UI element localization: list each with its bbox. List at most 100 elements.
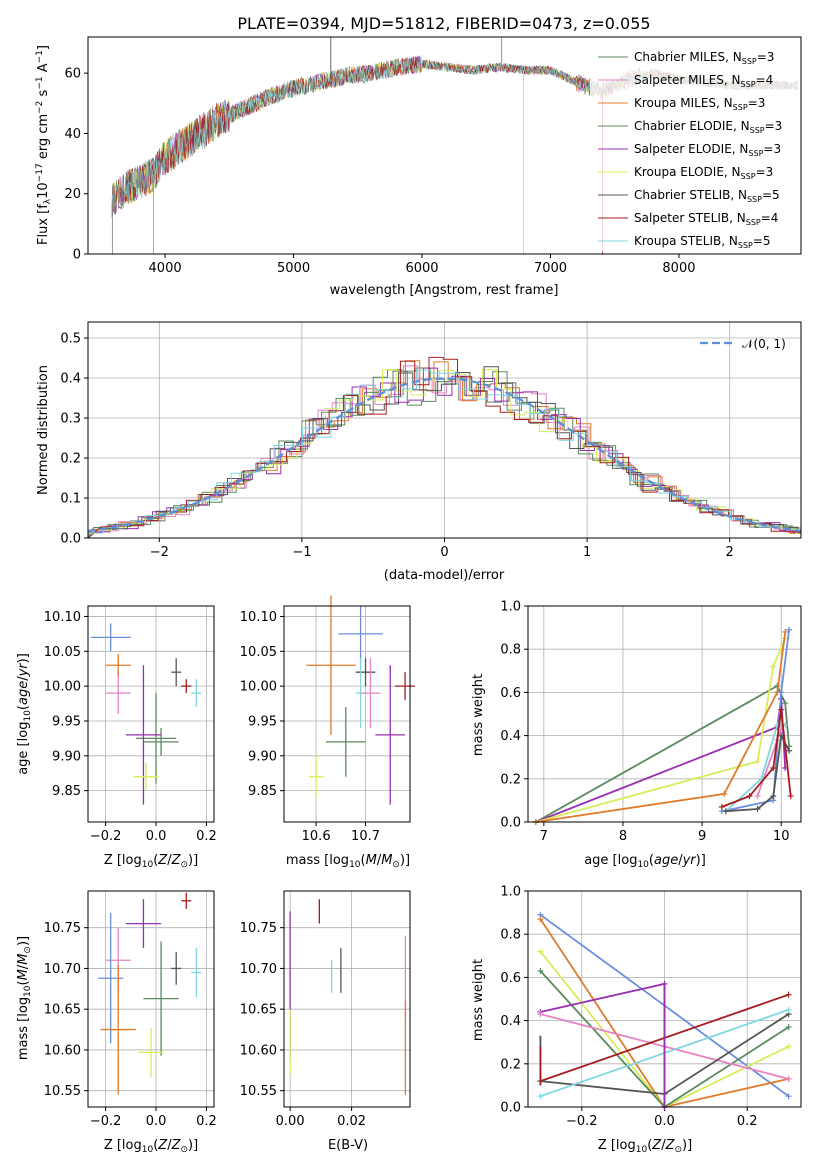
y-tick-label: 0.0 [500,816,521,831]
x-tick-label: 6000 [405,261,438,276]
p7-xlabel: E(B-V) [328,1138,368,1153]
weight-marker [785,1043,792,1050]
weight-marker [718,803,725,810]
p3-xlabel: Z [log10(Z/Z⊙)] [104,853,198,870]
weight-marker [782,628,789,635]
x-tick-label: −0.2 [90,829,122,844]
y-tick-label: 10.10 [44,610,81,625]
legend-entry: Chabrier STELIB, NSSP=5 [634,188,780,204]
x-tick-label: 4000 [149,261,182,276]
mass-vs-z-panel: −0.2 0.0 0.2 10.55 10.60 10.65 10.70 10.75 [44,890,217,1129]
weight-line [721,629,790,813]
p5-ylabel: mass weight [471,674,486,756]
histogram-step [87,369,801,539]
x-tick-label: 0.02 [337,1114,366,1129]
spectrum-xlabel: wavelength [Angstrom, rest frame] [330,283,559,298]
weight-marker [785,1075,792,1082]
y-tick-label: 20 [64,187,81,202]
legend-entry: Chabrier MILES, NSSP=3 [634,50,774,66]
histogram-xlabel: (data-model)/error [384,568,505,583]
weight-marker [787,793,794,800]
x-tick-label: 7 [540,829,548,844]
y-tick-label: 10.65 [240,1003,277,1018]
y-tick-label: 1.0 [500,885,521,900]
y-tick-label: 0.4 [500,729,521,744]
weight-marker [537,1093,544,1100]
legend-entry: Kroupa ELODIE, NSSP=3 [634,165,773,181]
y-tick-label: 10.55 [44,1084,81,1099]
y-tick-label: 10.75 [44,921,81,936]
weight-marker [754,806,761,813]
p5-xlabel: age [log10(age/yr)] [584,853,706,870]
y-tick-label: 0.1 [60,492,81,507]
y-tick-label: 9.85 [52,784,81,799]
x-tick-label: 7000 [534,261,567,276]
y-tick-label: 10.75 [240,921,277,936]
weight-marker [786,747,793,754]
x-tick-label: −2 [150,545,169,560]
weight-marker [721,790,728,797]
weight-marker [746,793,753,800]
y-tick-label: 0.0 [500,1101,521,1116]
x-tick-label: 5000 [277,261,310,276]
x-tick-label: 0.2 [737,1114,758,1129]
weight-vs-age-panel: 7 8 9 10 0.0 0.2 0.4 0.6 0.8 1.0 [500,600,802,844]
x-tick-label: 2 [726,545,734,560]
weight-marker [754,793,761,800]
x-tick-label: 10 [773,829,790,844]
x-tick-label: 8 [619,829,627,844]
y-tick-label: 10.70 [240,962,277,977]
y-tick-label: 10.00 [44,680,81,695]
x-tick-label: 0.2 [196,1114,217,1129]
y-tick-label: 9.95 [248,714,277,729]
y-tick-label: 0.4 [60,372,81,387]
y-tick-label: 10.70 [44,962,81,977]
x-tick-label: 9 [698,829,706,844]
y-tick-label: 0.0 [60,532,81,547]
weight-marker [782,700,789,707]
weight-marker [778,706,785,713]
y-tick-label: 0.2 [60,452,81,467]
p4-xlabel: mass [log10(M/M⊙)] [286,853,410,870]
spectrum-ylabel: Flux [fλ10−17 erg cm−2 s−1 A−1] [35,45,53,245]
spectrum-legend: Chabrier MILES, NSSP=3 Salpeter MILES, NS… [590,42,798,252]
weight-marker [754,758,761,765]
age-vs-mass-panel: 10.6 10.7 9.85 9.90 9.95 10.00 10.05 10.10 [240,595,415,844]
weight-marker [770,663,777,670]
p8-ylabel: mass weight [471,959,486,1041]
y-tick-label: 9.90 [248,749,277,764]
x-tick-label: −0.2 [90,1114,122,1129]
spectrum-title: PLATE=0394, MJD=51812, FIBERID=0473, z=0… [237,14,650,33]
y-tick-label: 10.65 [44,1003,81,1018]
y-tick-label: 60 [64,67,81,82]
x-tick-label: 0.0 [654,1114,675,1129]
age-vs-z-panel: −0.2 0.0 0.2 9.85 9.90 9.95 10.00 10.05 10.10 [44,605,217,844]
residual-histogram-panel: −2 −1 0 1 2 0.0 0.1 0.2 0.3 0.4 0.5 (data-model)/e… [36,321,802,583]
weight-marker [786,626,793,633]
legend-entry: Salpeter MILES, NSSP=4 [634,73,773,89]
p6-ylabel: mass [log10(M/M⊙)] [16,936,33,1060]
x-tick-label: −1 [292,545,311,560]
y-tick-label: 10.60 [240,1043,277,1058]
x-tick-label: −0.2 [566,1114,598,1129]
legend-entry: Salpeter STELIB, NSSP=4 [634,211,778,227]
weight-marker [770,793,777,800]
y-tick-label: 0.4 [500,1014,521,1029]
legend-entry: Chabrier ELODIE, NSSP=3 [634,119,782,135]
normal-distribution-curve [87,377,802,533]
y-tick-label: 9.95 [52,714,81,729]
legend-entry: Salpeter ELODIE, NSSP=3 [634,142,781,158]
weight-marker [785,1093,792,1100]
weight-marker [537,916,544,923]
x-tick-label: 0 [440,545,448,560]
weight-vs-z-panel: −0.2 0.0 0.2 0.0 0.2 0.4 0.6 0.8 1.0 [500,885,802,1129]
weight-marker [537,1011,544,1018]
p6-xlabel: Z [log10(Z/Z⊙)] [104,1138,198,1155]
y-tick-label: 0.8 [500,928,521,943]
y-tick-label: 9.90 [52,749,81,764]
x-tick-label: 0.00 [276,1114,305,1129]
y-tick-label: 0.3 [60,412,81,427]
mass-vs-ebv-panel: 0.00 0.02 10.55 10.60 10.65 10.70 10.75 [240,890,411,1129]
y-tick-label: 9.85 [248,784,277,799]
